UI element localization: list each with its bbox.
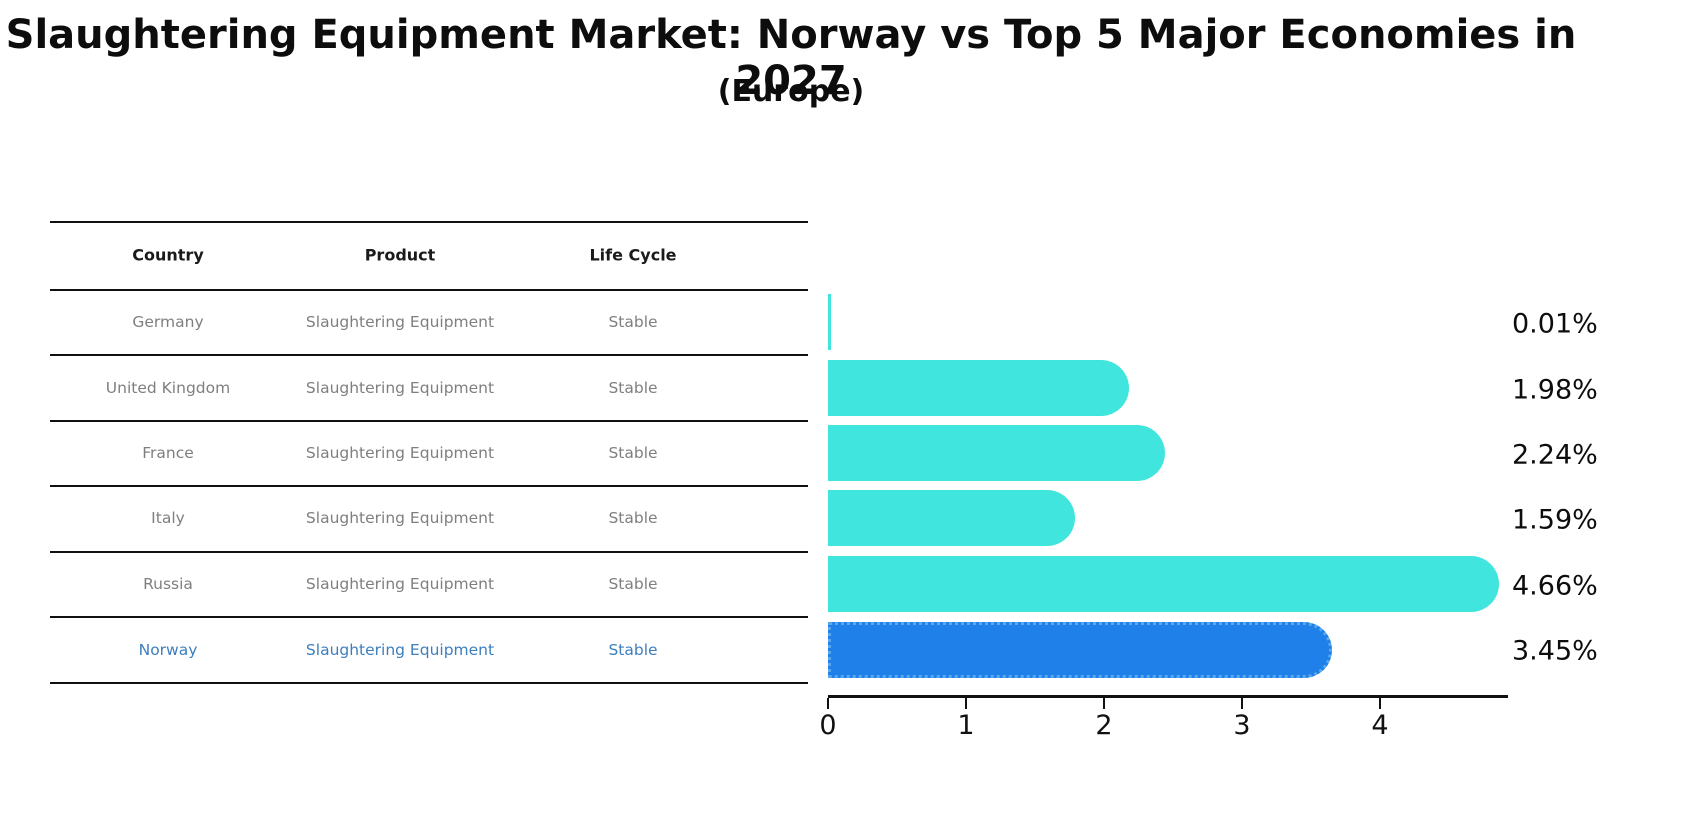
chart-subtitle: (Europe) xyxy=(717,74,865,109)
table-header-product: Product xyxy=(364,245,436,265)
x-axis-tick-label: 1 xyxy=(957,710,975,741)
table-divider xyxy=(50,551,808,553)
table-divider xyxy=(50,485,808,487)
table-divider xyxy=(50,682,808,684)
table-cell-product: Slaughtering Equipment xyxy=(305,509,495,527)
table-divider xyxy=(50,289,808,291)
table-cell-country: United Kingdom xyxy=(105,379,231,397)
x-axis-tick xyxy=(1241,698,1243,709)
table-header-life-cycle: Life Cycle xyxy=(589,245,677,265)
table-cell-life-cycle: Stable xyxy=(608,509,658,527)
chart-title: Slaughtering Equipment Market: Norway vs… xyxy=(5,12,1577,104)
value-label: 1.98% xyxy=(1512,374,1598,406)
table-cell-country: France xyxy=(142,444,194,462)
table-cell-life-cycle: Stable xyxy=(608,444,658,462)
table-cell-life-cycle-norway: Stable xyxy=(608,641,658,659)
value-label: 3.45% xyxy=(1512,635,1598,667)
bar-germany xyxy=(828,294,831,350)
x-axis-tick xyxy=(1103,698,1105,709)
value-label: 0.01% xyxy=(1512,308,1598,340)
x-axis-tick xyxy=(1379,698,1381,709)
table-header-country: Country xyxy=(132,245,204,265)
table-divider xyxy=(50,221,808,223)
bar-italy xyxy=(828,490,1076,546)
x-axis-tick xyxy=(827,698,829,709)
value-label: 1.59% xyxy=(1512,504,1598,536)
table-cell-product-norway: Slaughtering Equipment xyxy=(305,641,495,659)
x-axis-tick xyxy=(965,698,967,709)
table-cell-product: Slaughtering Equipment xyxy=(305,379,495,397)
bar-united-kingdom xyxy=(828,360,1130,416)
x-axis-tick-label: 4 xyxy=(1371,710,1389,741)
table-cell-product: Slaughtering Equipment xyxy=(305,444,495,462)
x-axis-tick-label: 2 xyxy=(1095,710,1113,741)
bar-france xyxy=(828,425,1166,481)
table-divider xyxy=(50,616,808,618)
x-axis-line xyxy=(828,695,1508,698)
table-cell-life-cycle: Stable xyxy=(608,313,658,331)
x-axis-tick-label: 0 xyxy=(819,710,837,741)
table-cell-product: Slaughtering Equipment xyxy=(305,313,495,331)
table-cell-country: Italy xyxy=(151,509,185,527)
bar-russia xyxy=(828,556,1500,612)
table-cell-life-cycle: Stable xyxy=(608,379,658,397)
bar-norway-highlighted xyxy=(828,622,1333,678)
value-label: 2.24% xyxy=(1512,439,1598,471)
table-cell-country: Germany xyxy=(132,313,204,331)
table-divider xyxy=(50,354,808,356)
table-cell-country-norway: Norway xyxy=(138,641,198,659)
value-label: 4.66% xyxy=(1512,570,1598,602)
table-cell-product: Slaughtering Equipment xyxy=(305,575,495,593)
table-divider xyxy=(50,420,808,422)
x-axis-tick-label: 3 xyxy=(1233,710,1251,741)
table-cell-life-cycle: Stable xyxy=(608,575,658,593)
table-cell-country: Russia xyxy=(143,575,193,593)
